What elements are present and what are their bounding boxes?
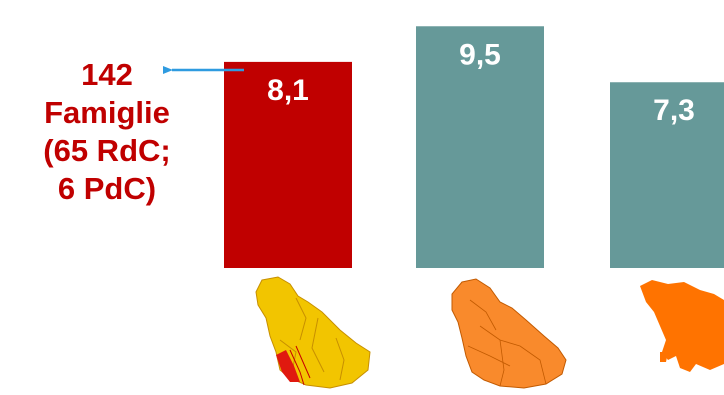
bar-3-value-label: 7,3 bbox=[653, 94, 695, 127]
annotation-text: 142 Famiglie (65 RdC; 6 PdC) bbox=[12, 56, 202, 208]
district-map-icon bbox=[451, 278, 567, 389]
province-map-icon bbox=[255, 276, 371, 389]
region-map-icon bbox=[640, 280, 724, 372]
annotation-line-rdc: (65 RdC; bbox=[43, 133, 171, 168]
bar-1-value-label: 8,1 bbox=[267, 74, 309, 107]
bar-3 bbox=[610, 82, 724, 268]
annotation-line-count: 142 bbox=[81, 57, 133, 92]
bar-2 bbox=[416, 26, 544, 268]
bar-1 bbox=[224, 61, 352, 269]
bar-2-value-label: 9,5 bbox=[459, 38, 501, 71]
annotation-line-families: Famiglie bbox=[44, 95, 170, 130]
annotation-line-pdc: 6 PdC) bbox=[57, 171, 157, 206]
